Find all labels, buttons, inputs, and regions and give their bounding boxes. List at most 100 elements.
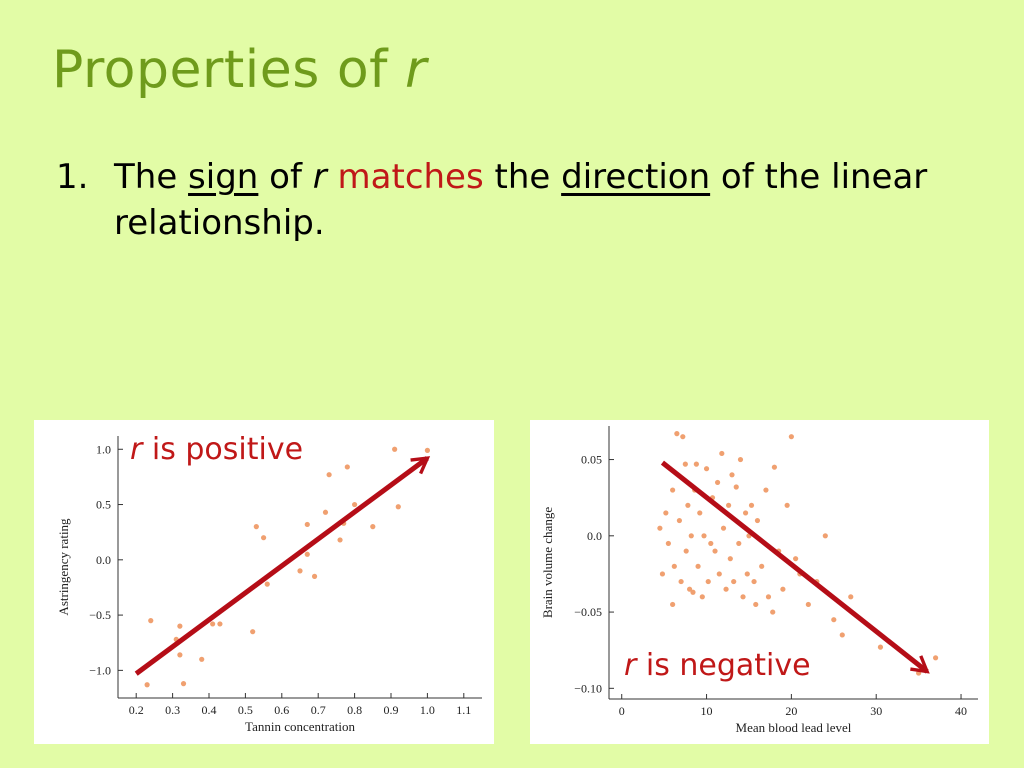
chart0-data-point [148,618,154,624]
chart1-data-point [663,510,669,516]
chart1-data-point [729,472,735,478]
chart1-y-axis-title: Brain volume change [540,507,555,618]
chart1-x-tick-label: 40 [955,704,967,718]
chart0-data-point [304,521,310,528]
chart0-x-tick-label: 0.8 [347,703,362,717]
chart0-data-point [322,509,329,515]
bullet-word-sign: sign [188,157,259,197]
chart1-data-point [657,525,663,531]
chart0-data-point [177,652,183,658]
chart1-data-point [771,464,778,470]
chart1-data-point [733,484,739,490]
callout-positive: r is positive [130,432,303,467]
chart1-data-point [690,589,696,595]
chart1-data-point [686,586,693,592]
chart1-data-point [736,540,742,547]
chart1-data-point [932,655,939,661]
chart1-data-point [659,571,666,577]
chart1-data-point [708,540,714,547]
chart1-data-point [916,670,922,676]
chart1-data-point [754,517,761,524]
chart1-data-point [744,571,750,577]
chart1-data-point [763,487,769,493]
title-text: Properties of [52,40,405,100]
chart1-data-point [688,533,694,539]
scatter-plot-negative-svg: 0 10 20 30 40 0.05 0.0 −0.05 −0.10 Mean blood lea… [540,426,978,735]
bullet-t1: The [114,157,189,197]
callout-positive-variable: r [130,432,143,467]
chart0-x-tick-label: 0.5 [238,703,253,717]
chart1-data-point [674,431,680,437]
chart1-data-point [670,601,676,608]
chart1-data-point [705,578,711,585]
chart1-data-point [723,586,729,592]
chart0-x-axis-title: Tannin concentration [245,719,355,734]
chart1-data-point [765,594,772,600]
chart1-data-point [737,456,744,463]
chart1-data-point [780,586,786,592]
chart0-x-tick-label: 0.3 [165,703,180,717]
chart1-data-point [719,450,725,457]
chart1-x-tick-label: 30 [870,704,882,718]
chart1-x-tick-label: 0 [619,704,625,718]
chart1-data-point [831,617,837,623]
chart0-data-point [370,524,376,530]
chart1-data-point [848,594,854,600]
chart1-data-point [759,563,765,569]
chart1-data-point [685,502,691,508]
callout-negative-variable: r [624,648,637,683]
chart0-data-point [261,535,267,541]
callout-positive-text: is positive [142,432,304,467]
scatter-plot-negative: 0 10 20 30 40 0.05 0.0 −0.05 −0.10 Mean blood lea… [530,420,989,744]
chart1-data-point [751,578,757,585]
chart1-data-point [877,644,884,650]
bullet-word-matches: matches [337,157,484,197]
chart1-data-point [665,540,671,547]
chart1-y-tick-label: 0.0 [587,529,602,543]
chart0-data-point [210,621,216,627]
chart1-y-tick-label: −0.05 [574,605,602,619]
title-variable-r: r [404,40,427,100]
chart1-data-point [726,502,732,508]
scatter-plot-positive-svg: 0.2 0.3 0.4 0.5 0.6 0.7 0.8 0.9 1.0 1.1 −1.0 −0.5 0.… [56,436,482,734]
chart0-data-point [199,656,205,662]
chart0-data-point [424,447,430,453]
chart1-trend-arrow [660,460,930,674]
bullet-t2: of [258,157,313,197]
chart0-data-point [253,524,259,530]
chart1-data-point [703,466,710,472]
chart0-x-tick-label: 0.6 [274,703,289,717]
chart0-x-tick-label: 0.2 [129,703,144,717]
chart1-data-point [839,632,845,638]
chart0-data-point [217,621,223,627]
chart1-data-point [742,510,749,516]
chart0-data-point [180,681,187,687]
chart0-data-point [264,581,270,587]
bullet-text: The sign of r matches the direction of t… [114,154,964,246]
chart1-data-point [693,461,699,467]
chart0-data-point [392,446,398,452]
callout-negative: r is negative [624,648,811,683]
chart0-x-tick-label: 0.4 [202,703,217,717]
chart1-data-point [697,510,703,516]
chart1-data-point [680,434,686,440]
chart1-data-point [784,502,790,508]
chart0-data-point [144,682,150,688]
chart1-data-point [716,571,722,577]
chart1-x-tick-label: 10 [701,704,713,718]
bullet-t3 [327,157,338,197]
chart1-x-tick-label: 20 [785,704,797,718]
chart0-data-point [311,573,318,579]
chart1-data-point [822,533,828,539]
chart0-y-tick-label: −1.0 [89,663,111,677]
chart1-y-tick-label: −0.10 [574,681,602,695]
chart1-x-axis-title: Mean blood lead level [736,720,852,735]
scatter-plot-positive: 0.2 0.3 0.4 0.5 0.6 0.7 0.8 0.9 1.0 1.1 −1.0 −0.5 0.… [34,420,494,744]
chart1-data-point [748,502,755,508]
chart0-data-point [344,464,350,470]
chart1-data-point [678,578,684,585]
chart1-data-point [671,563,677,569]
chart0-trend-arrow [134,456,431,676]
chart1-data-point [740,594,746,600]
bullet-t4: the [483,157,562,197]
